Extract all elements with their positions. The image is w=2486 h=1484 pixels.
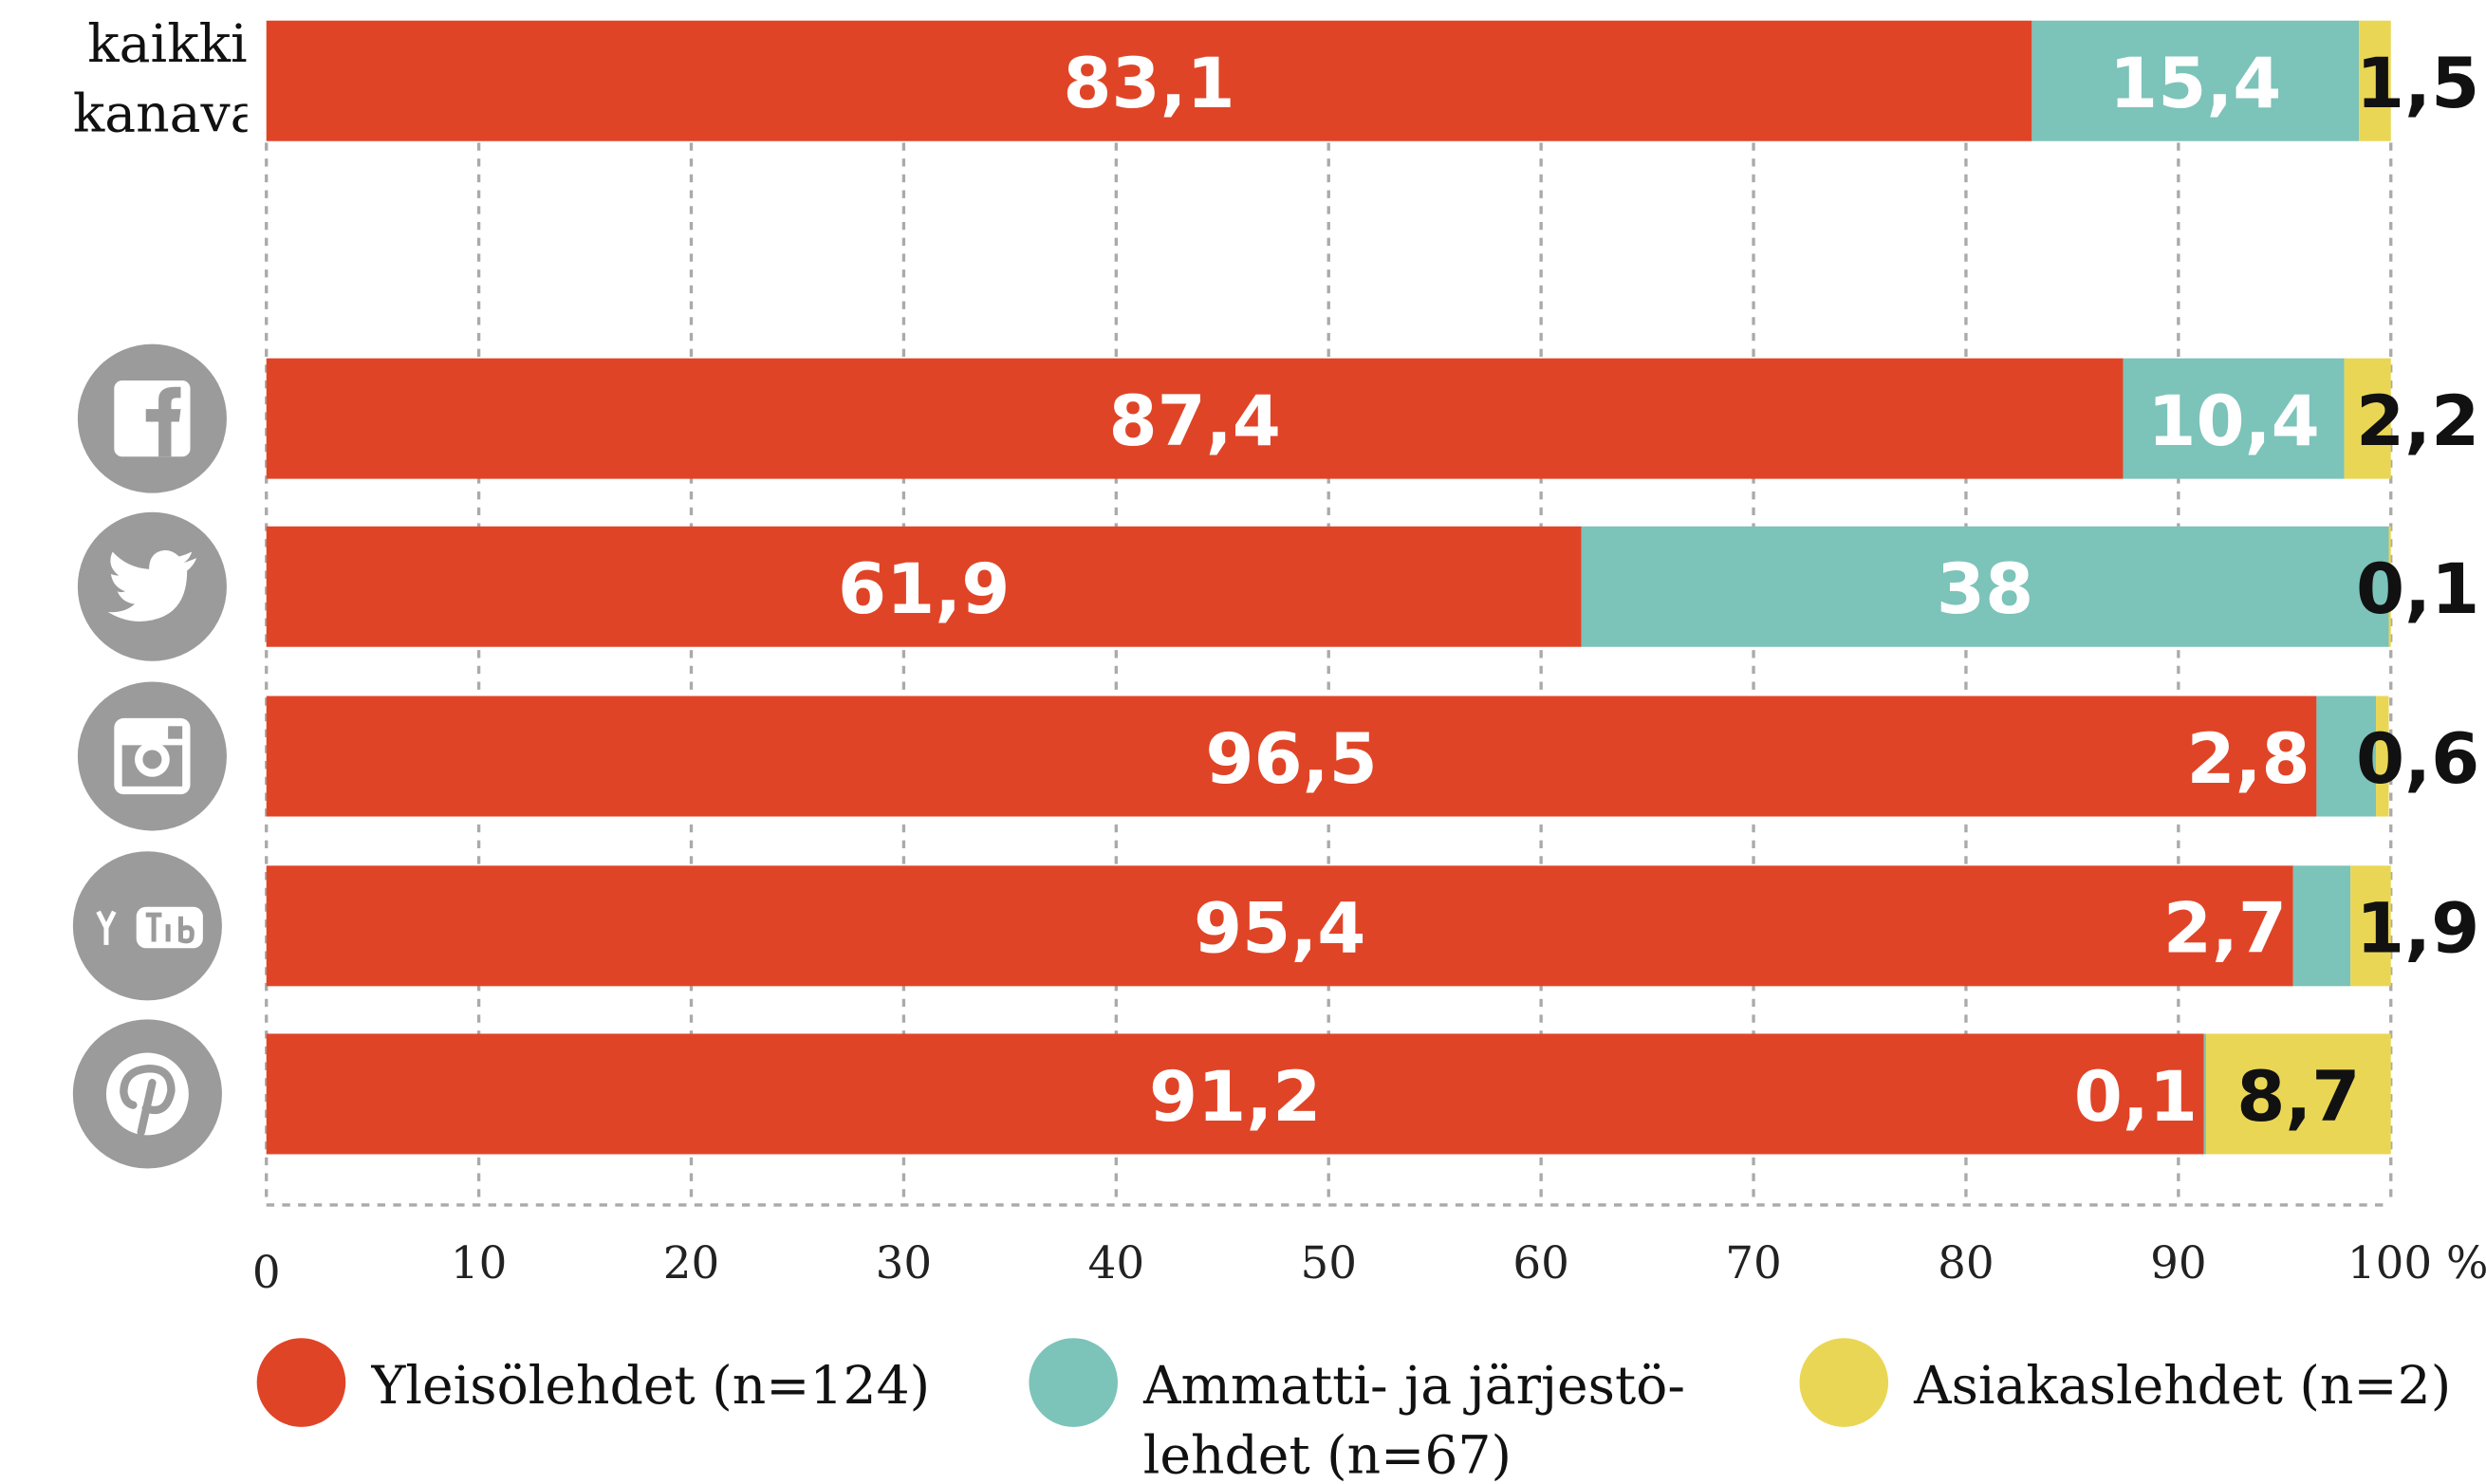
bar-segment — [2205, 1033, 2391, 1155]
value-label: 87,4 — [1108, 381, 1280, 462]
x-tick-label: 70 — [1725, 1238, 1782, 1289]
legend-swatch — [1799, 1338, 1889, 1427]
value-label: 91,2 — [1149, 1057, 1321, 1138]
value-label: 0,1 — [2356, 549, 2479, 630]
value-label: 95,4 — [1194, 889, 1365, 970]
bar-segment — [2344, 358, 2391, 479]
x-tick-label: 40 — [1088, 1238, 1145, 1289]
bar-segment — [266, 1033, 2204, 1155]
x-tick-label: 30 — [876, 1238, 933, 1289]
legend-label-box: Yleisölehdet (n=124) — [370, 1353, 931, 1417]
bar-segment — [2376, 696, 2389, 817]
x-tick-label: 50 — [1300, 1238, 1357, 1289]
bar-segment — [266, 526, 1582, 647]
value-label: 83,1 — [1063, 44, 1234, 124]
category-label: kaikki kanavat — [72, 12, 248, 145]
bar-segment — [2031, 20, 2360, 141]
x-tick-label: 100 % — [2347, 1238, 2486, 1289]
value-label: 0,6 — [2356, 719, 2479, 800]
bar-segment — [2292, 865, 2351, 987]
channel-icons — [72, 343, 227, 1169]
bar-segment — [2359, 20, 2391, 141]
x-tick-label: 0 — [252, 1248, 281, 1299]
legend-label: Ammatti- ja järjestö- lehdet (n=67) — [1142, 1353, 1685, 1484]
bar-segment — [2350, 865, 2391, 987]
value-label: 2,7 — [2163, 889, 2287, 970]
legend-label-box: Ammatti- ja järjestö- lehdet (n=67) — [1142, 1353, 1685, 1484]
bar-segment — [2388, 526, 2391, 647]
value-label: 61,9 — [838, 549, 1010, 630]
value-label: 1,5 — [2356, 44, 2479, 124]
bar-segment — [266, 20, 2032, 141]
legend-label: Yleisölehdet (n=124) — [370, 1353, 931, 1417]
value-label: 0,1 — [2074, 1057, 2198, 1138]
x-tick-label: 90 — [2150, 1238, 2207, 1289]
x-tick-label: 10 — [451, 1238, 508, 1289]
legend-label-box: Asiakaslehdet (n=2) — [1913, 1353, 2452, 1417]
value-label: 8,7 — [2236, 1057, 2360, 1138]
x-tick-label: 20 — [663, 1238, 720, 1289]
legend-swatch — [256, 1338, 346, 1427]
category-label-box: kaikki kanavat — [72, 12, 248, 145]
bar-segment — [266, 358, 2124, 479]
value-label: 1,9 — [2356, 889, 2479, 970]
value-label: 38 — [1937, 549, 2033, 630]
value-label: 2,2 — [2356, 381, 2479, 462]
value-label: 10,4 — [2147, 381, 2319, 462]
legend-swatch — [1029, 1338, 1118, 1427]
bar-segment — [1581, 526, 2389, 647]
bar-segment — [266, 865, 2293, 987]
bar-segment — [2123, 358, 2345, 479]
legend-label: Asiakaslehdet (n=2) — [1913, 1353, 2452, 1417]
bar-segment — [266, 696, 2317, 817]
bar-segment — [2203, 1033, 2206, 1155]
value-label: 2,8 — [2186, 719, 2310, 800]
x-tick-label: 60 — [1512, 1238, 1569, 1289]
value-label: 96,5 — [1205, 719, 1377, 800]
bar-segment — [2316, 696, 2377, 817]
value-label: 15,4 — [2109, 44, 2281, 124]
x-tick-label: 80 — [1938, 1238, 1994, 1289]
